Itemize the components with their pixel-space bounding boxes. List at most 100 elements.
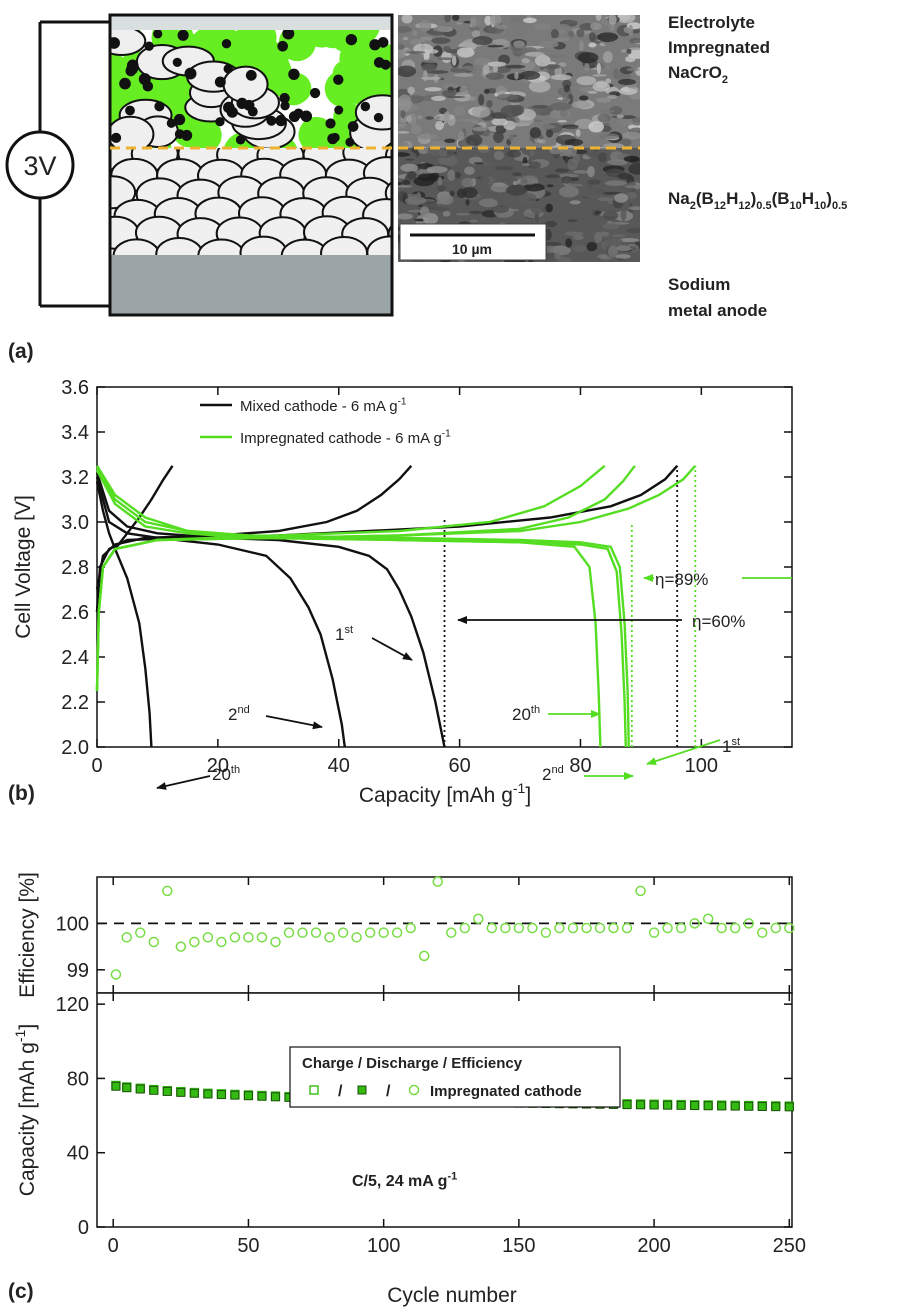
sem-texture (435, 115, 440, 121)
layer-label: Impregnated (668, 38, 770, 57)
point (675, 922, 687, 934)
point (744, 1101, 754, 1111)
point (784, 922, 795, 934)
curve (95, 464, 413, 590)
sem-texture (586, 241, 598, 252)
annotation: 1st (335, 624, 353, 644)
carbon-dot (144, 41, 154, 51)
sem-texture (568, 30, 575, 38)
carbon-dot (309, 87, 321, 99)
text-run: Na (668, 189, 690, 208)
sem-texture (471, 106, 491, 118)
sem-texture (523, 183, 545, 192)
sem-texture (518, 192, 537, 205)
carbon-dot (360, 101, 371, 112)
y-tick-label: 80 (67, 1068, 89, 1090)
carbon-dot (184, 67, 197, 80)
sem-texture (626, 228, 640, 234)
sem-texture (491, 205, 509, 214)
sem-texture (458, 130, 465, 141)
sem-texture (398, 152, 411, 157)
sem-texture (514, 71, 519, 80)
sem-texture (545, 203, 553, 213)
sem-texture (453, 73, 474, 77)
sem-texture (624, 185, 640, 189)
y-tick-label: 99 (67, 960, 89, 982)
anode-layer (110, 255, 392, 315)
sem-texture (398, 181, 402, 186)
carbon-dot (373, 57, 385, 68)
sem-texture (605, 65, 611, 70)
text-run: 2 (690, 200, 696, 212)
sem-texture (534, 211, 540, 223)
text-run: st (344, 624, 353, 636)
sem-texture (456, 22, 463, 25)
point (202, 932, 214, 943)
sem-texture (590, 22, 602, 30)
sem-texture (400, 109, 406, 119)
carbon-dot (293, 108, 304, 119)
carbon-dot (174, 129, 185, 139)
x-axis-label: Cycle number (387, 1284, 517, 1307)
sem-texture (511, 172, 523, 176)
point (149, 1085, 159, 1095)
sem-texture (615, 254, 631, 259)
carbon-dot (345, 33, 358, 46)
sem-texture (579, 40, 584, 52)
y-tick-label: 2.2 (61, 692, 89, 714)
point (621, 922, 633, 934)
sem-texture (451, 55, 457, 66)
point (122, 1083, 132, 1093)
point (176, 1087, 186, 1097)
layer-label: Na2(B12H12)0.5(B10H10)0.5 (668, 189, 847, 212)
point (121, 932, 132, 943)
sem-texture (524, 51, 545, 57)
sem-texture (449, 190, 455, 197)
point (148, 936, 160, 948)
point (405, 922, 416, 934)
sem-texture (572, 245, 587, 253)
sem-texture (512, 27, 527, 36)
legend-title: Charge / Discharge / Efficiency (302, 1055, 523, 1072)
carbon-dot (226, 106, 238, 118)
point (162, 1086, 172, 1096)
sem-texture (472, 126, 487, 132)
text-run: 2 (722, 74, 728, 86)
x-tick-label: 200 (637, 1235, 670, 1257)
sem-texture (485, 72, 504, 80)
sem-texture (545, 174, 561, 179)
point (135, 1084, 145, 1094)
sem-texture (437, 176, 443, 187)
sem-texture (424, 87, 442, 92)
sem-texture (431, 37, 451, 44)
sem-texture (425, 116, 434, 120)
sem-texture (402, 36, 409, 41)
sem-texture (405, 196, 427, 205)
sem-texture (411, 124, 422, 135)
point (257, 1091, 267, 1101)
electrolyte-blob (298, 116, 335, 148)
x-tick-label: 100 (367, 1235, 400, 1257)
carbon-dot (266, 115, 277, 126)
point (432, 876, 443, 887)
sem-texture (545, 129, 554, 138)
sem-texture (469, 15, 482, 28)
point (636, 1100, 646, 1110)
point (243, 1091, 253, 1101)
sem-texture (584, 63, 590, 72)
sem-texture (461, 177, 474, 188)
sem-texture (465, 198, 470, 206)
sem-texture (430, 95, 446, 102)
y-tick-label: 3.4 (61, 422, 89, 444)
sem-texture (592, 74, 607, 77)
sem-texture (567, 158, 578, 171)
carbon-dot (235, 135, 246, 145)
carbon-dot (377, 37, 389, 48)
carbon-dot (223, 64, 233, 74)
carbon-dot (275, 114, 287, 127)
sem-texture (418, 173, 437, 182)
sem-texture (420, 36, 434, 41)
sem-texture (442, 90, 457, 97)
point (256, 932, 268, 943)
sem-texture (549, 245, 571, 256)
